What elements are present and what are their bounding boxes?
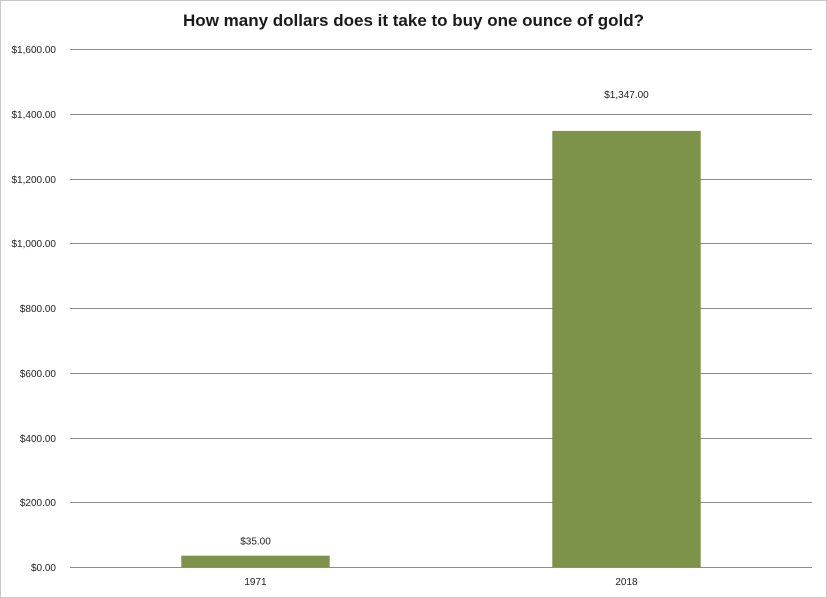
data-labels: $35.00 $1,347.00 <box>240 90 649 548</box>
y-tick-label: $1,600.00 <box>12 45 57 56</box>
y-tick-label: $600.00 <box>20 369 57 380</box>
data-label-1971: $35.00 <box>240 537 271 548</box>
bar-2018 <box>552 130 701 567</box>
bar-1971 <box>181 555 330 567</box>
y-tick-label: $800.00 <box>20 304 57 315</box>
y-tick-label: $1,400.00 <box>12 110 57 121</box>
x-tick-label-2018: 2018 <box>615 577 638 588</box>
y-tick-label: $1,200.00 <box>12 175 57 186</box>
x-tick-label-1971: 1971 <box>244 577 267 588</box>
y-tick-label: $400.00 <box>20 434 57 445</box>
y-tick-label: $200.00 <box>20 498 57 509</box>
gridlines <box>70 49 812 568</box>
data-label-2018: $1,347.00 <box>604 90 649 101</box>
bars <box>181 130 701 567</box>
y-tick-label: $1,000.00 <box>12 239 57 250</box>
y-axis-tick-labels: $0.00 $200.00 $400.00 $600.00 $800.00 $1,000.… <box>12 45 57 574</box>
y-tick-label: $0.00 <box>31 563 56 574</box>
x-axis-tick-labels: 1971 2018 <box>244 577 638 588</box>
chart-title: How many dollars does it take to buy one… <box>183 11 644 30</box>
